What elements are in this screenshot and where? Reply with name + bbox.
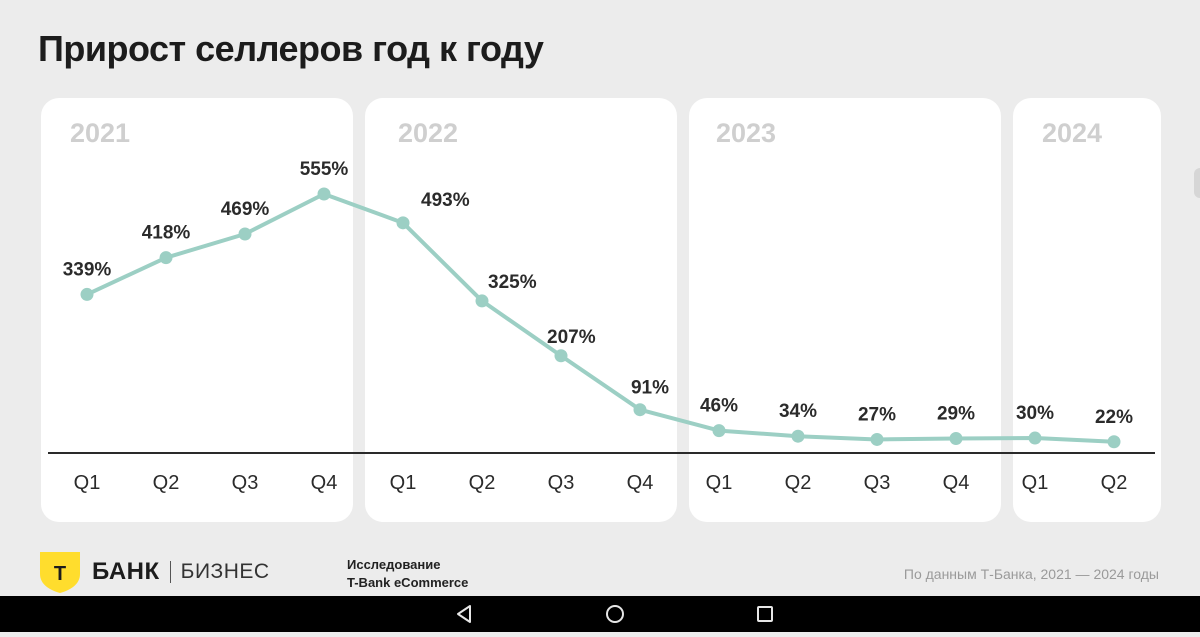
data-point-2: [238, 227, 252, 241]
data-point-5: [475, 294, 489, 308]
year-label-2024: 2024: [1042, 118, 1103, 148]
shield-logo-icon: Т: [38, 550, 82, 594]
panel-2021: [41, 98, 353, 522]
panel-2022: [365, 98, 677, 522]
x-tick-label-6: Q3: [548, 472, 575, 494]
data-label-2: 469%: [221, 199, 270, 220]
data-label-5: 325%: [488, 272, 537, 293]
data-label-4: 493%: [421, 190, 470, 211]
x-tick-label-3: Q4: [311, 472, 338, 494]
x-tick-label-1: Q2: [153, 472, 180, 494]
study-caption: Исследование T-Bank eCommerce: [347, 556, 468, 592]
data-point-4: [396, 216, 410, 230]
data-label-3: 555%: [300, 159, 349, 180]
x-tick-label-2: Q3: [232, 472, 259, 494]
data-point-3: [317, 187, 331, 201]
source-note: По данным Т-Банка, 2021 — 2024 годы: [903, 566, 1159, 582]
series-line: [85, 192, 1116, 444]
data-label-1: 418%: [142, 223, 191, 244]
data-point-11: [949, 432, 963, 446]
data-point-10: [870, 432, 884, 446]
page-title: Прирост селлеров год к году: [38, 28, 544, 69]
x-tick-label-4: Q1: [390, 472, 417, 494]
data-point-0: [80, 287, 94, 301]
x-tick-label-12: Q1: [1022, 472, 1049, 494]
back-icon[interactable]: [446, 596, 482, 632]
data-label-6: 207%: [547, 327, 596, 348]
data-point-8: [712, 424, 726, 438]
year-label-2021: 2021: [70, 118, 131, 148]
data-label-9: 34%: [779, 401, 817, 422]
data-label-0: 339%: [63, 259, 112, 280]
x-tick-label-7: Q4: [627, 472, 654, 494]
recents-icon[interactable]: [747, 596, 783, 632]
study-line-2: T-Bank eCommerce: [347, 575, 469, 590]
x-tick-label-8: Q1: [706, 472, 733, 494]
x-tick-label-13: Q2: [1101, 472, 1128, 494]
android-navigation-bar: [0, 596, 1200, 632]
brand-name: БАНК: [92, 558, 160, 585]
data-label-11: 29%: [937, 404, 975, 425]
x-tick-label-11: Q4: [943, 472, 970, 494]
logo-letter: Т: [54, 563, 66, 585]
x-tick-label-10: Q3: [864, 472, 891, 494]
data-label-10: 27%: [858, 404, 896, 425]
brand-divider: [169, 561, 171, 583]
edge-handle[interactable]: [1194, 168, 1200, 198]
year-label-2023: 2023: [716, 118, 777, 148]
data-point-9: [791, 429, 805, 443]
x-tick-label-9: Q2: [785, 472, 812, 494]
year-label-2022: 2022: [398, 118, 459, 148]
data-point-1: [159, 251, 173, 265]
data-point-13: [1107, 435, 1121, 449]
data-label-13: 22%: [1095, 407, 1133, 428]
home-icon[interactable]: [597, 596, 633, 632]
data-label-7: 91%: [631, 378, 669, 399]
panel-2023: [689, 98, 1001, 522]
data-point-6: [554, 349, 568, 363]
data-point-7: [633, 403, 647, 417]
data-label-8: 46%: [700, 396, 738, 417]
brand-subtitle: БИЗНЕС: [180, 560, 270, 583]
x-tick-label-0: Q1: [74, 472, 101, 494]
data-label-12: 30%: [1016, 403, 1054, 424]
data-point-12: [1028, 431, 1042, 445]
x-tick-label-5: Q2: [469, 472, 496, 494]
study-line-1: Исследование: [347, 557, 441, 572]
tbank-business-logo: Т БАНК БИЗНЕС: [38, 550, 270, 594]
panel-2024: [1013, 98, 1161, 522]
